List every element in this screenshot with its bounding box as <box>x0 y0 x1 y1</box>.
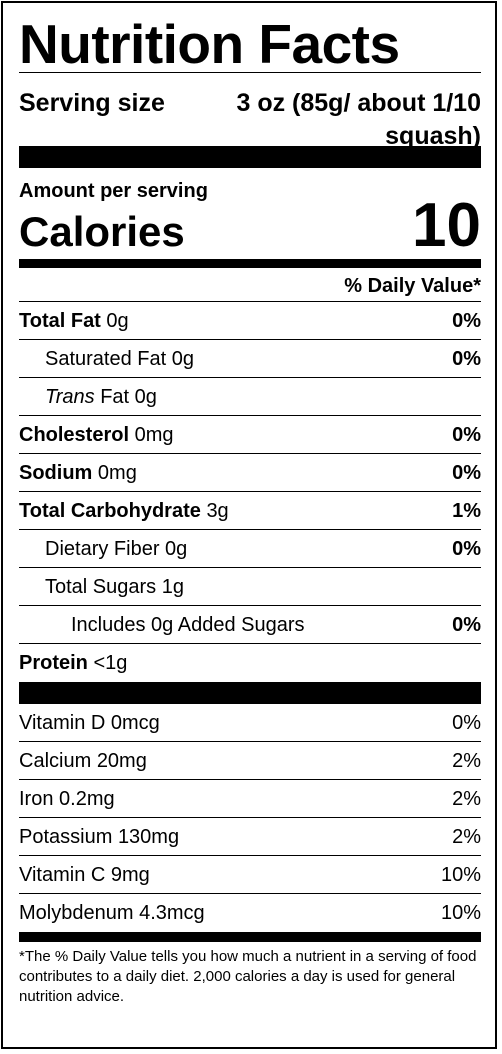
daily-value: 10% <box>440 864 481 886</box>
nutrient-name: Includes 0g Added Sugars <box>71 614 305 636</box>
nutrient-name-group: Trans Fat 0g <box>19 378 157 415</box>
nutrient-amount: 0mg <box>97 462 137 484</box>
nutrient-amount: <1g <box>93 652 128 674</box>
thick-rule <box>19 146 481 168</box>
rule <box>19 72 481 73</box>
nutrient-name-group: Vitamin D 0mcg <box>19 704 160 741</box>
nutrient-name: Vitamin D <box>19 712 106 734</box>
daily-value-header: % Daily Value* <box>19 268 481 302</box>
daily-value: 0% <box>452 424 481 446</box>
nutrient-row: Protein <1g <box>19 644 481 682</box>
nutrient-amount: 20mg <box>96 750 147 772</box>
daily-value: 0% <box>452 538 481 560</box>
daily-value: 1% <box>452 500 481 522</box>
nutrient-name: Iron <box>19 788 54 810</box>
nutrient-name: Calcium <box>19 750 92 772</box>
nutrient-name: Protein <box>19 652 88 674</box>
nutrient-name-group: Iron 0.2mg <box>19 780 115 817</box>
nutrient-name-group: Cholesterol 0mg <box>19 416 174 453</box>
nutrient-name: Molybdenum <box>19 902 134 924</box>
nutrient-row: Dietary Fiber 0g 0% <box>19 530 481 568</box>
nutrient-row: Trans Fat 0g <box>19 378 481 416</box>
nutrient-name-italic: Trans <box>45 386 95 408</box>
calories-label: Calories <box>19 208 185 255</box>
nutrient-amount: 0g <box>106 310 129 332</box>
nutrient-amount: 3g <box>206 500 229 522</box>
daily-value: 2% <box>452 826 481 848</box>
nutrient-list: Total Fat 0g 0% Saturated Fat 0g 0% Trans Fa… <box>19 302 481 682</box>
daily-value: 0% <box>452 348 481 370</box>
nutrient-row: Sodium 0mg 0% <box>19 454 481 492</box>
amount-per-serving: Amount per serving <box>19 180 208 202</box>
daily-value: 0% <box>452 614 481 636</box>
serving-value: 3 oz (85g/ about 1/10 squash) <box>236 89 481 150</box>
daily-value: 2% <box>452 750 481 772</box>
nutrient-row: Total Carbohydrate 3g 1% <box>19 492 481 530</box>
nutrient-name-group: Dietary Fiber 0g <box>19 530 187 567</box>
nutrient-name-group: Potassium 130mg <box>19 818 179 855</box>
nutrient-row: Iron 0.2mg 2% <box>19 780 481 818</box>
nutrient-row: Potassium 130mg 2% <box>19 818 481 856</box>
nutrient-name-group: Total Sugars 1g <box>19 568 184 605</box>
nutrient-name: Vitamin C <box>19 864 106 886</box>
nutrient-name-group: Includes 0g Added Sugars <box>19 606 305 643</box>
daily-value: 0% <box>452 462 481 484</box>
nutrient-amount: 0g <box>171 348 194 370</box>
serving-label: Serving size <box>19 89 165 117</box>
nutrient-amount: 130mg <box>117 826 180 848</box>
calories-row: Calories 10 <box>19 195 481 257</box>
nutrient-row: Molybdenum 4.3mcg 10% <box>19 894 481 932</box>
thick-rule <box>19 682 481 704</box>
serving-row: Serving size 3 oz (85g/ about 1/10 squas… <box>19 73 481 150</box>
nutrient-name: Sodium <box>19 462 93 484</box>
medium-rule <box>19 259 481 268</box>
nutrient-row: Calcium 20mg 2% <box>19 742 481 780</box>
daily-value: 2% <box>452 788 481 810</box>
nutrient-name: Total Sugars <box>45 576 157 598</box>
nutrient-name-group: Total Fat 0g <box>19 302 129 339</box>
nutrient-name: Cholesterol <box>19 424 130 446</box>
vitamin-list: Vitamin D 0mcg 0% Calcium 20mg 2% Iron 0.2mg… <box>19 704 481 932</box>
daily-value: 10% <box>440 902 481 924</box>
nutrient-name-group: Protein <1g <box>19 644 127 682</box>
nutrient-name: Saturated Fat <box>45 348 167 370</box>
nutrient-name: Fat <box>100 386 130 408</box>
nutrient-amount: 0g <box>134 386 157 408</box>
title: Nutrition Facts <box>19 13 400 75</box>
nutrient-amount: 1g <box>161 576 184 598</box>
nutrient-name: Dietary Fiber <box>45 538 160 560</box>
nutrient-name: Potassium <box>19 826 113 848</box>
nutrient-amount: 0.2mg <box>59 788 115 810</box>
nutrient-row: Includes 0g Added Sugars 0% <box>19 606 481 644</box>
nutrient-row: Vitamin C 9mg 10% <box>19 856 481 894</box>
nutrient-row: Cholesterol 0mg 0% <box>19 416 481 454</box>
nutrient-name-group: Total Carbohydrate 3g <box>19 492 229 529</box>
nutrient-name: Total Fat <box>19 310 101 332</box>
nutrient-name-group: Saturated Fat 0g <box>19 340 194 377</box>
nutrient-amount: 4.3mcg <box>139 902 205 924</box>
nutrient-name-group: Calcium 20mg <box>19 742 147 779</box>
nutrient-amount: 0mg <box>134 424 174 446</box>
footnote: *The % Daily Value tells you how much a … <box>19 948 477 1005</box>
nutrient-row: Vitamin D 0mcg 0% <box>19 704 481 742</box>
nutrient-amount: 0g <box>165 538 188 560</box>
nutrient-amount: 0mcg <box>110 712 160 734</box>
nutrient-name-group: Molybdenum 4.3mcg <box>19 894 205 932</box>
nutrient-name: Total Carbohydrate <box>19 500 201 522</box>
calories-value: 10 <box>412 191 481 260</box>
nutrient-name-group: Sodium 0mg <box>19 454 137 491</box>
nutrient-row: Total Fat 0g 0% <box>19 302 481 340</box>
daily-value: 0% <box>452 310 481 332</box>
nutrient-amount: 9mg <box>110 864 150 886</box>
nutrient-name-group: Vitamin C 9mg <box>19 856 150 893</box>
nutrient-row: Saturated Fat 0g 0% <box>19 340 481 378</box>
daily-value: 0% <box>452 712 481 734</box>
thick-rule <box>19 932 481 942</box>
nutrient-row: Total Sugars 1g <box>19 568 481 606</box>
label-content: Nutrition Facts Serving size 3 oz (85g/ … <box>19 3 481 1007</box>
